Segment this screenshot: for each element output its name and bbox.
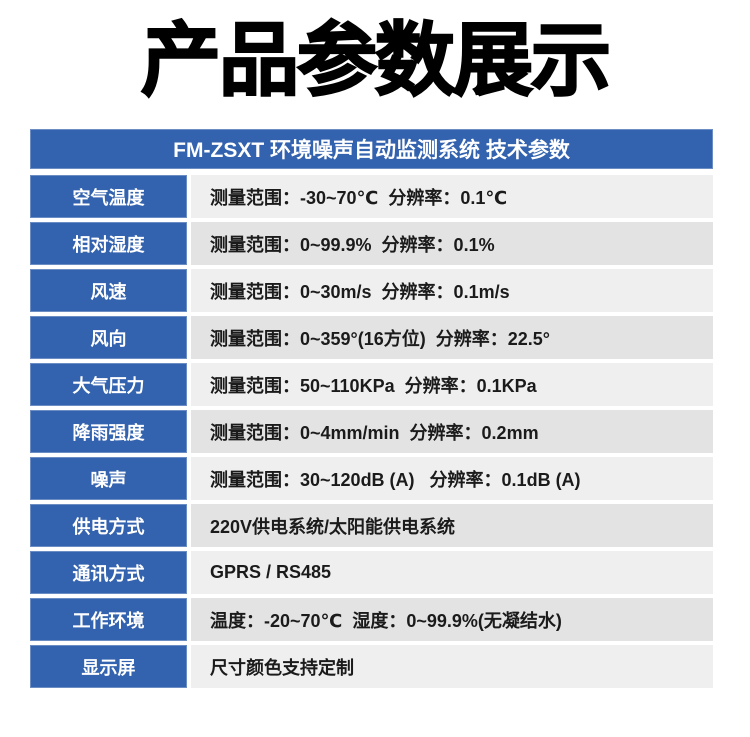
row-value: 测量范围：0~4mm/min 分辨率：0.2mm [191,410,713,453]
row-label: 通讯方式 [30,551,187,594]
row-label: 风向 [30,316,187,359]
row-label: 空气温度 [30,175,187,218]
table-row-working-environment: 工作环境 温度：-20~70℃ 湿度：0~99.9%(无凝结水) [30,598,713,641]
table-row-noise: 噪声 测量范围：30~120dB (A) 分辨率：0.1dB (A) [30,457,713,500]
table-row-air-temperature: 空气温度 测量范围：-30~70℃ 分辨率：0.1℃ [30,175,713,218]
row-label: 供电方式 [30,504,187,547]
table-row-wind-direction: 风向 测量范围：0~359°(16方位) 分辨率：22.5° [30,316,713,359]
row-value: 尺寸颜色支持定制 [191,645,713,688]
table-row-air-pressure: 大气压力 测量范围：50~110KPa 分辨率：0.1KPa [30,363,713,406]
row-label: 大气压力 [30,363,187,406]
row-value: 测量范围：50~110KPa 分辨率：0.1KPa [191,363,713,406]
page-title: 产品参数展示 [140,15,612,106]
row-label: 噪声 [30,457,187,500]
row-value: 测量范围：0~359°(16方位) 分辨率：22.5° [191,316,713,359]
table-row-communication: 通讯方式 GPRS / RS485 [30,551,713,594]
row-label: 显示屏 [30,645,187,688]
spec-table: FM-ZSXT 环境噪声自动监测系统 技术参数 空气温度 测量范围：-30~70… [30,129,713,688]
row-label: 工作环境 [30,598,187,641]
table-row-power-supply: 供电方式 220V供电系统/太阳能供电系统 [30,504,713,547]
row-value: 温度：-20~70℃ 湿度：0~99.9%(无凝结水) [191,598,713,641]
row-value: GPRS / RS485 [191,551,713,594]
row-value: 测量范围：30~120dB (A) 分辨率：0.1dB (A) [191,457,713,500]
table-row-wind-speed: 风速 测量范围：0~30m/s 分辨率：0.1m/s [30,269,713,312]
row-label: 相对湿度 [30,222,187,265]
table-row-relative-humidity: 相对湿度 测量范围：0~99.9% 分辨率：0.1% [30,222,713,265]
row-value: 测量范围：-30~70℃ 分辨率：0.1℃ [191,175,713,218]
row-value: 测量范围：0~99.9% 分辨率：0.1% [191,222,713,265]
row-value: 测量范围：0~30m/s 分辨率：0.1m/s [191,269,713,312]
table-header-title: FM-ZSXT 环境噪声自动监测系统 技术参数 [30,129,713,169]
table-row-rain-intensity: 降雨强度 测量范围：0~4mm/min 分辨率：0.2mm [30,410,713,453]
row-label: 降雨强度 [30,410,187,453]
table-row-display-screen: 显示屏 尺寸颜色支持定制 [30,645,713,688]
row-value: 220V供电系统/太阳能供电系统 [191,504,713,547]
row-label: 风速 [30,269,187,312]
